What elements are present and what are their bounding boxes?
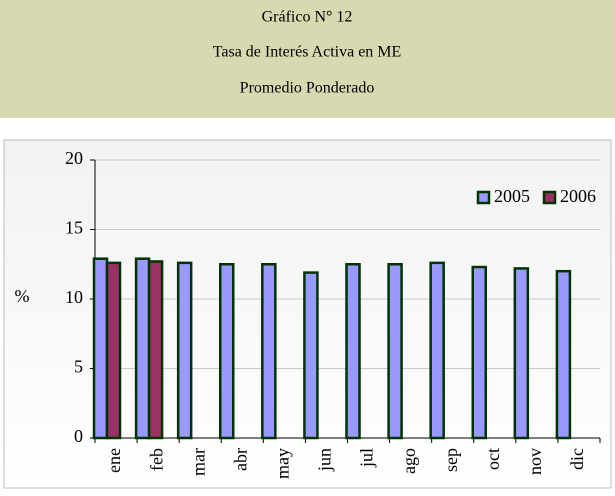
bar <box>429 261 445 440</box>
bar <box>555 269 572 440</box>
bar <box>303 271 319 440</box>
y-tick-label: 10 <box>65 287 83 307</box>
bar <box>219 263 235 440</box>
x-tick-label: ago <box>399 448 419 474</box>
bar <box>105 261 122 440</box>
bar <box>92 257 109 440</box>
x-tick-label: jun <box>315 448 335 472</box>
bar <box>261 263 277 440</box>
chart-title: Promedio Ponderado <box>240 80 375 97</box>
y-tick-label: 0 <box>74 426 83 446</box>
x-tick-label: dic <box>567 448 587 470</box>
x-tick-label: feb <box>146 448 166 471</box>
y-tick-label: 5 <box>74 357 83 377</box>
header-band <box>0 0 615 118</box>
bar <box>345 263 361 440</box>
bar <box>176 261 193 440</box>
x-tick-label: mar <box>188 448 208 476</box>
bar <box>387 263 403 440</box>
x-tick-label: abr <box>230 448 250 471</box>
legend-label: 2005 <box>494 186 530 206</box>
y-tick-label: 20 <box>65 148 83 168</box>
x-tick-label: jul <box>357 448 377 468</box>
x-tick-label: sep <box>441 448 461 472</box>
legend-swatch <box>542 190 557 205</box>
y-tick-label: 15 <box>65 218 83 238</box>
bar <box>147 260 164 440</box>
x-tick-label: may <box>273 448 293 479</box>
chart-title: Tasa de Interés Activa en ME <box>213 44 402 61</box>
legend-label: 2006 <box>560 186 596 206</box>
chart-title: Gráfico N° 12 <box>262 9 353 26</box>
x-tick-label: oct <box>483 448 503 470</box>
x-tick-label: ene <box>104 448 124 473</box>
y-axis-label: % <box>15 286 30 306</box>
x-tick-label: nov <box>525 448 545 475</box>
bar <box>134 257 151 440</box>
bar <box>471 265 487 440</box>
legend-swatch <box>476 190 491 205</box>
bar <box>513 267 530 440</box>
